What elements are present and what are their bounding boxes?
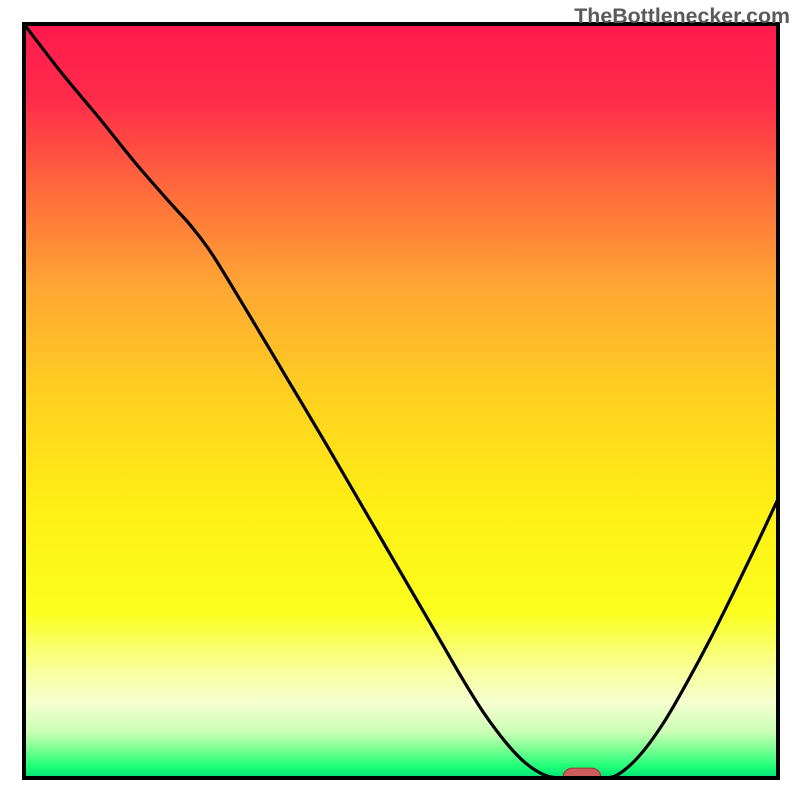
bottleneck-gradient-chart bbox=[0, 0, 800, 800]
gradient-background bbox=[24, 24, 778, 778]
chart-container: TheBottlenecker.com bbox=[0, 0, 800, 800]
